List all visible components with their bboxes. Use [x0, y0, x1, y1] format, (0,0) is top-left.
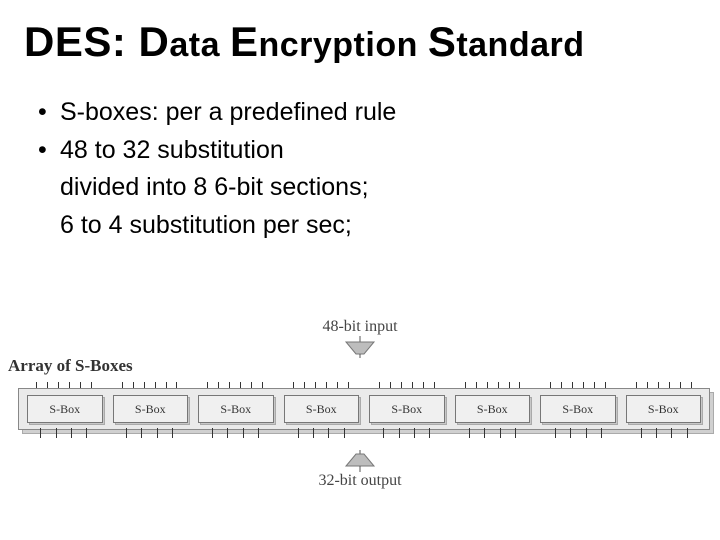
sbox-label: S-Box [27, 395, 103, 423]
tick [671, 428, 672, 438]
tick [641, 428, 642, 438]
sbox-label: S-Box [369, 395, 445, 423]
tick [586, 428, 587, 438]
tick [399, 428, 400, 438]
sbox: S-Box [113, 395, 189, 423]
tick [86, 428, 87, 438]
input-label: 48-bit input [0, 318, 720, 336]
bullet-subtext: 6 to 4 substitution per sec; [38, 207, 696, 245]
tick [71, 428, 72, 438]
title-part-3: ncryption [258, 26, 427, 64]
tick [500, 428, 501, 438]
sbox: S-Box [540, 395, 616, 423]
tick [56, 428, 57, 438]
bullet-text: S-boxes: per a predefined rule [60, 94, 396, 132]
tick [414, 428, 415, 438]
sbox: S-Box [27, 395, 103, 423]
array-label: Array of S-Boxes [8, 356, 133, 376]
bullet-list: • S-boxes: per a predefined rule • 48 to… [24, 94, 696, 244]
tick [484, 428, 485, 438]
tick-group [198, 428, 274, 438]
tick [656, 428, 657, 438]
title-part-1: ata [169, 26, 230, 64]
tick [570, 428, 571, 438]
bullet-dot: • [38, 94, 60, 132]
sbox-row-face: S-Box S-Box S-Box S-Box S-Box S-Box S-Box S-Box [18, 388, 710, 430]
sbox-diagram: 48-bit input Array of S-Boxes S-BoxS-Box… [0, 318, 720, 490]
tick [172, 428, 173, 438]
title-part-5: tandard [456, 26, 584, 64]
bullet-item: • 48 to 32 substitution [38, 132, 696, 170]
tick-group [626, 428, 702, 438]
sbox: S-Box [198, 395, 274, 423]
tick-group [541, 428, 617, 438]
sbox: S-Box [284, 395, 360, 423]
tick [141, 428, 142, 438]
tick [126, 428, 127, 438]
tick [429, 428, 430, 438]
sbox-row: S-Box S-Box S-Box S-Box S-Box S-Box S-Box S-Box [10, 388, 710, 436]
tick-group [26, 428, 102, 438]
funnel-bottom-icon [0, 450, 720, 472]
bullet-text: 48 to 32 substitution [60, 132, 284, 170]
tick [40, 428, 41, 438]
sbox: S-Box [369, 395, 445, 423]
tick [157, 428, 158, 438]
bullet-item: • S-boxes: per a predefined rule [38, 94, 696, 132]
bullet-dot: • [38, 132, 60, 170]
tick [212, 428, 213, 438]
tick [601, 428, 602, 438]
tick [687, 428, 688, 438]
tick [298, 428, 299, 438]
sbox-label: S-Box [626, 395, 702, 423]
funnel-top-icon [0, 336, 720, 358]
output-label: 32-bit output [0, 472, 720, 490]
tick [469, 428, 470, 438]
tick [227, 428, 228, 438]
sbox: S-Box [626, 395, 702, 423]
title-part-0: DES: D [24, 18, 169, 65]
tick [515, 428, 516, 438]
tick [313, 428, 314, 438]
sbox-label: S-Box [198, 395, 274, 423]
slide: DES: Data Encryption Standard • S-boxes:… [0, 0, 720, 540]
tick-group [283, 428, 359, 438]
page-title: DES: Data Encryption Standard [24, 18, 696, 66]
tick-group [112, 428, 188, 438]
sbox-label: S-Box [113, 395, 189, 423]
title-part-4: S [428, 18, 457, 65]
sbox-label: S-Box [455, 395, 531, 423]
title-part-2: E [230, 18, 259, 65]
tick [383, 428, 384, 438]
tick [328, 428, 329, 438]
tick-group [455, 428, 531, 438]
tick [243, 428, 244, 438]
bottom-ticks [18, 428, 710, 438]
sbox-label: S-Box [540, 395, 616, 423]
tick [555, 428, 556, 438]
tick [258, 428, 259, 438]
tick [344, 428, 345, 438]
sbox: S-Box [455, 395, 531, 423]
tick-group [369, 428, 445, 438]
sbox-label: S-Box [284, 395, 360, 423]
bullet-subtext: divided into 8 6-bit sections; [38, 169, 696, 207]
